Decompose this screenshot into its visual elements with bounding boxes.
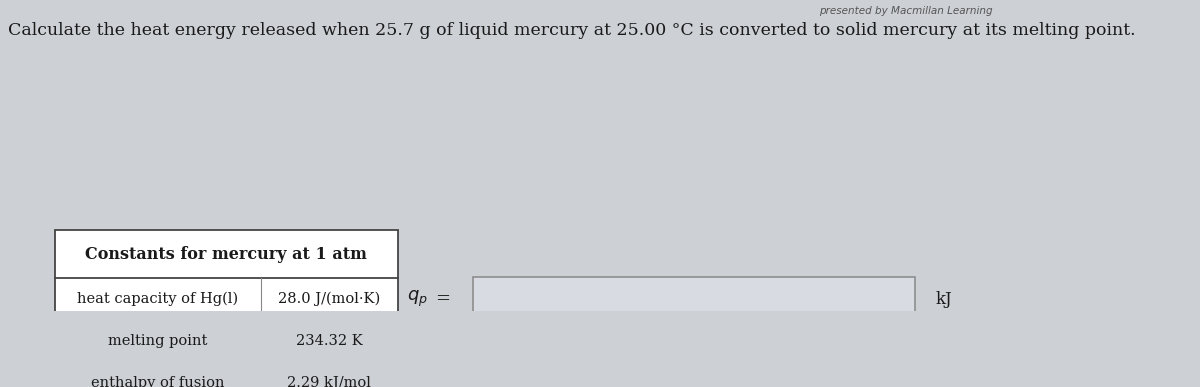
Text: heat capacity of Hg(l): heat capacity of Hg(l) <box>77 292 239 306</box>
Text: 234.32 K: 234.32 K <box>296 334 362 348</box>
Text: =: = <box>434 290 450 308</box>
Text: 28.0 J/(mol·K): 28.0 J/(mol·K) <box>278 292 380 306</box>
Bar <box>55 230 398 387</box>
Text: Constants for mercury at 1 atm: Constants for mercury at 1 atm <box>85 245 367 262</box>
Text: enthalpy of fusion: enthalpy of fusion <box>91 376 224 387</box>
Text: presented by Macmillan Learning: presented by Macmillan Learning <box>820 6 992 16</box>
Text: $q_p$: $q_p$ <box>407 289 428 309</box>
Text: Calculate the heat energy released when 25.7 g of liquid mercury at 25.00 °C is : Calculate the heat energy released when … <box>8 22 1135 39</box>
Text: melting point: melting point <box>108 334 208 348</box>
Text: kJ: kJ <box>935 291 952 308</box>
Bar <box>473 277 916 321</box>
Text: 2.29 kJ/mol: 2.29 kJ/mol <box>287 376 371 387</box>
